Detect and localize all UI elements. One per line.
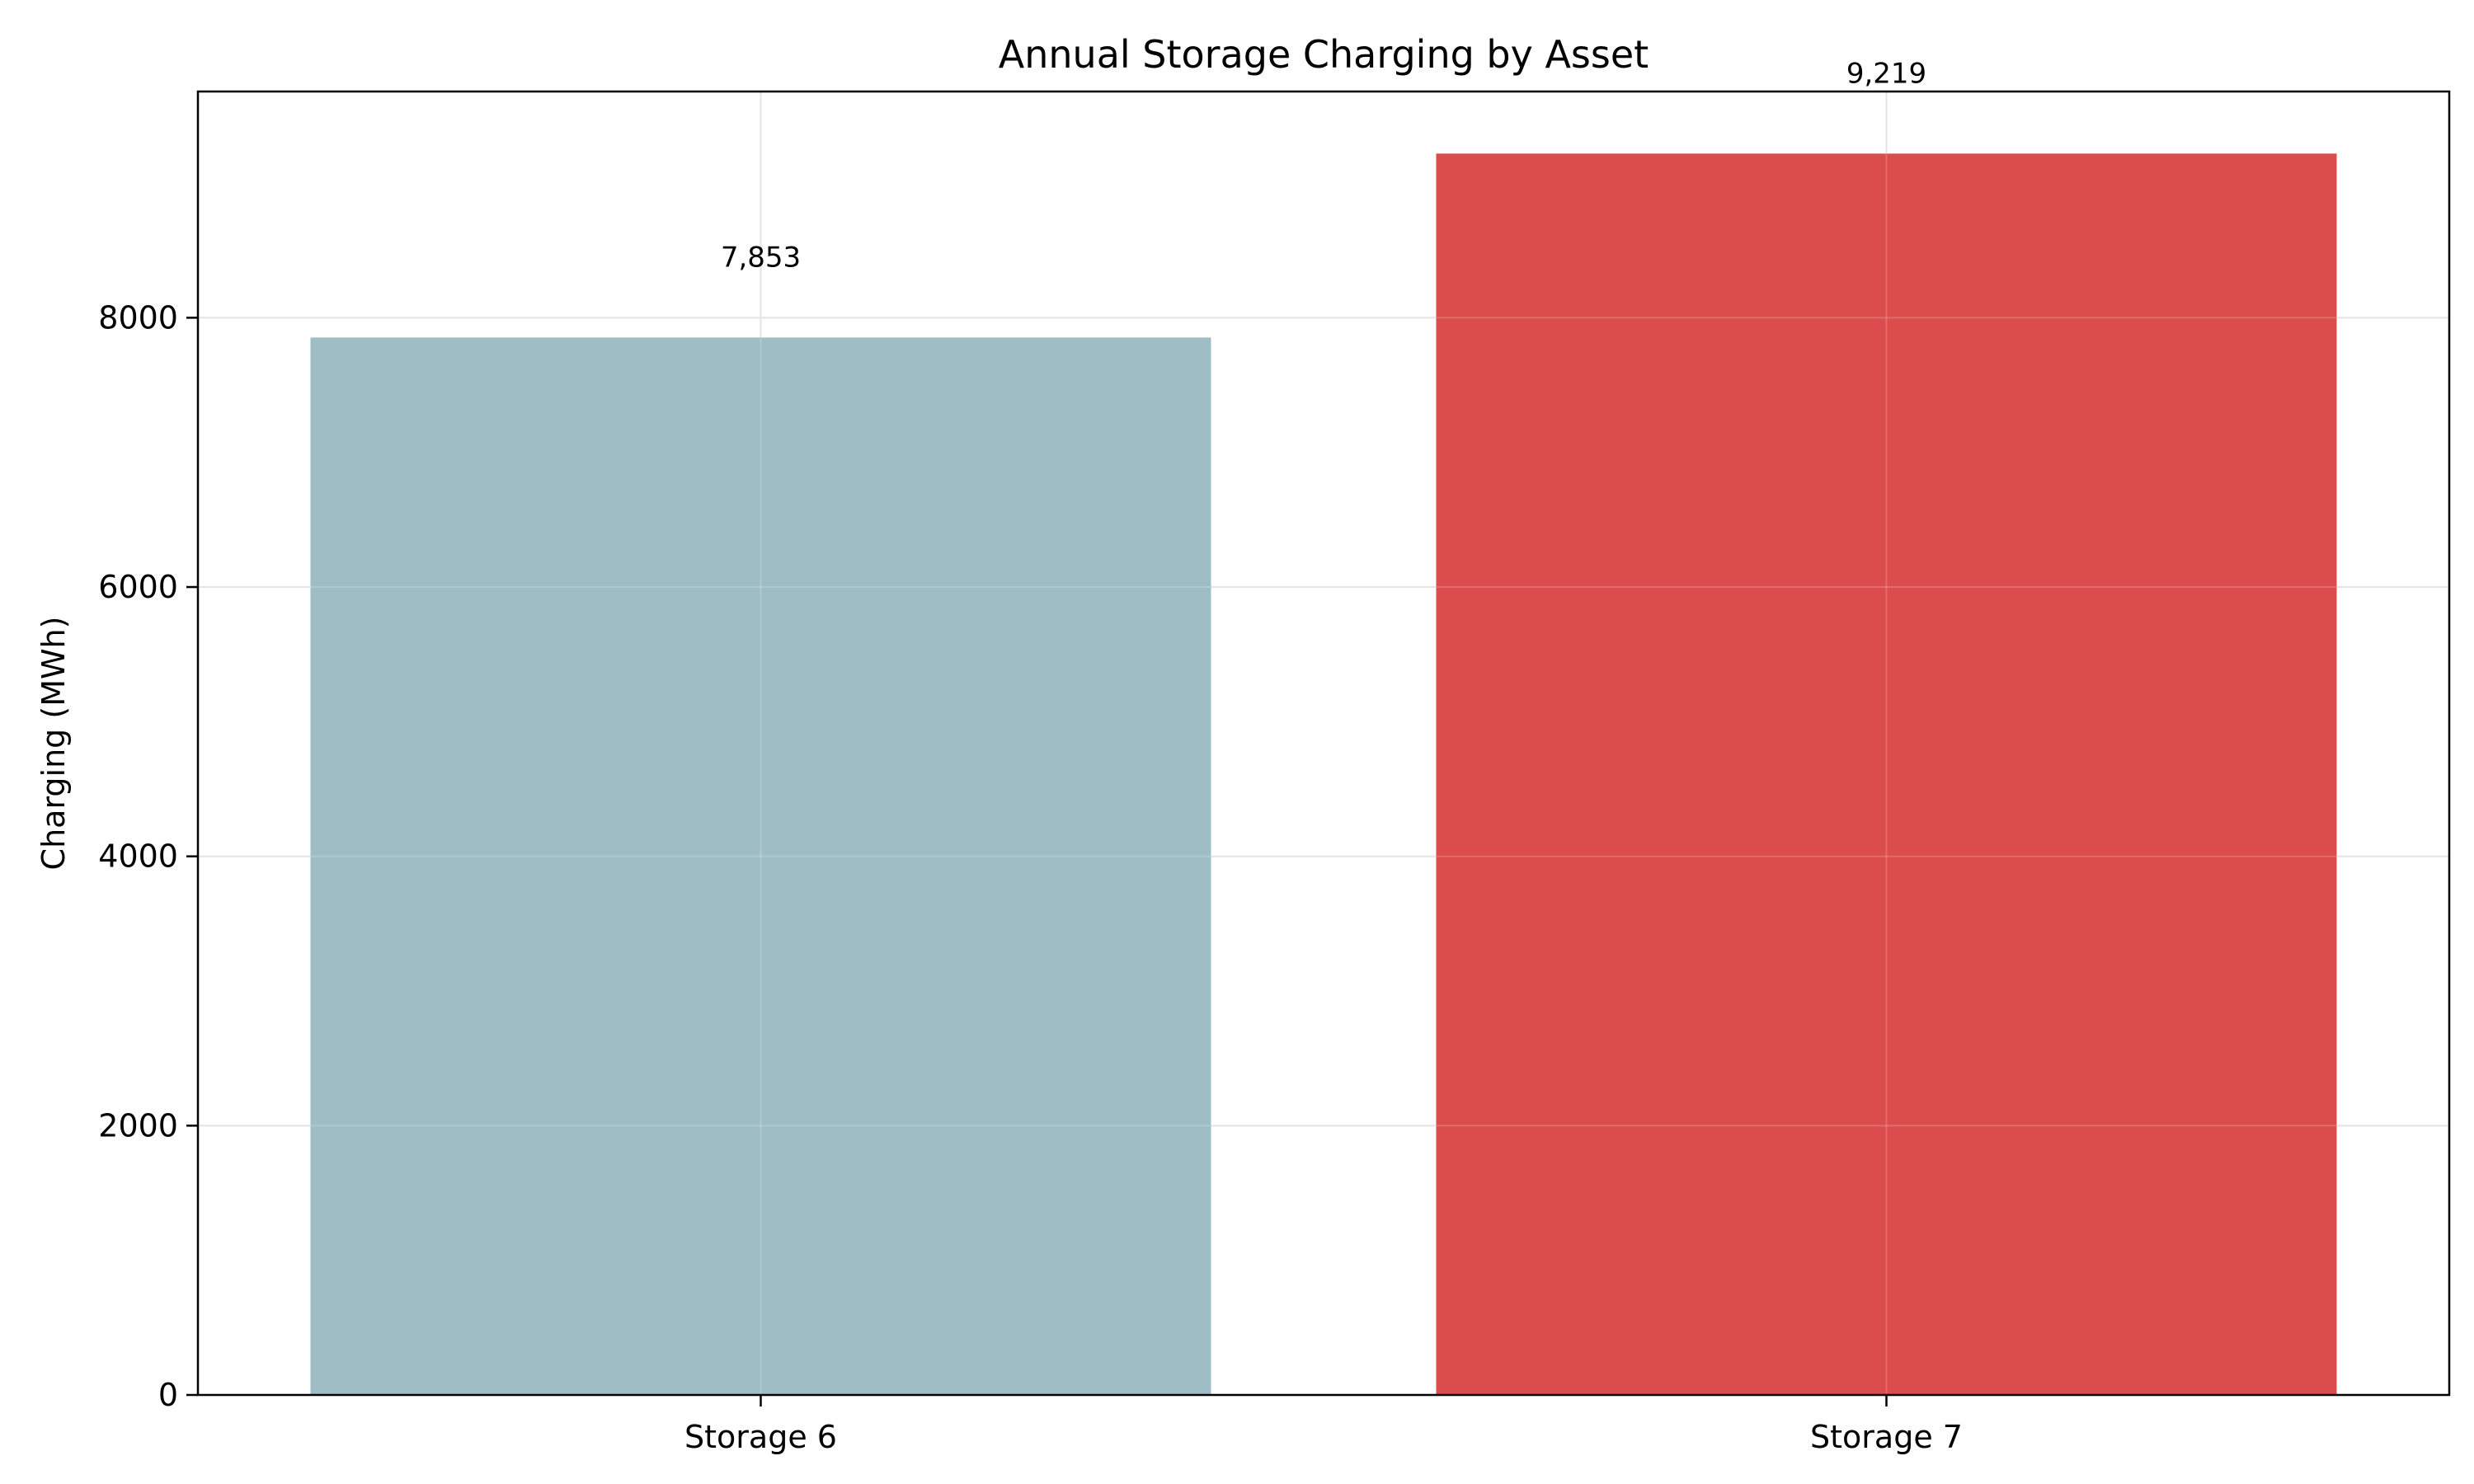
y-tick-label: 6000: [98, 569, 178, 605]
ticks-layer: [186, 317, 1888, 1407]
chart-title: Annual Storage Charging by Asset: [999, 32, 1649, 77]
bars-layer: [310, 153, 2337, 1396]
x-tick-label: Storage 7: [1810, 1419, 1963, 1455]
bar-value-label: 7,853: [721, 241, 801, 274]
y-axis-label: Charging (MWh): [35, 617, 72, 871]
axes-frame: [196, 90, 2451, 1397]
y-tick-label: 2000: [98, 1107, 178, 1144]
y-tick-label: 8000: [98, 299, 178, 336]
labels-layer: 0 2000 4000 6000 8000 Storage 6 Storage 7 7,853…: [98, 57, 1963, 1455]
bar: [1436, 153, 2337, 1396]
bar: [310, 337, 1211, 1395]
y-tick-label: 0: [158, 1377, 178, 1413]
bar-value-label: 9,219: [1846, 57, 1926, 90]
y-tick-label: 4000: [98, 838, 178, 875]
x-tick-label: Storage 6: [684, 1419, 837, 1455]
